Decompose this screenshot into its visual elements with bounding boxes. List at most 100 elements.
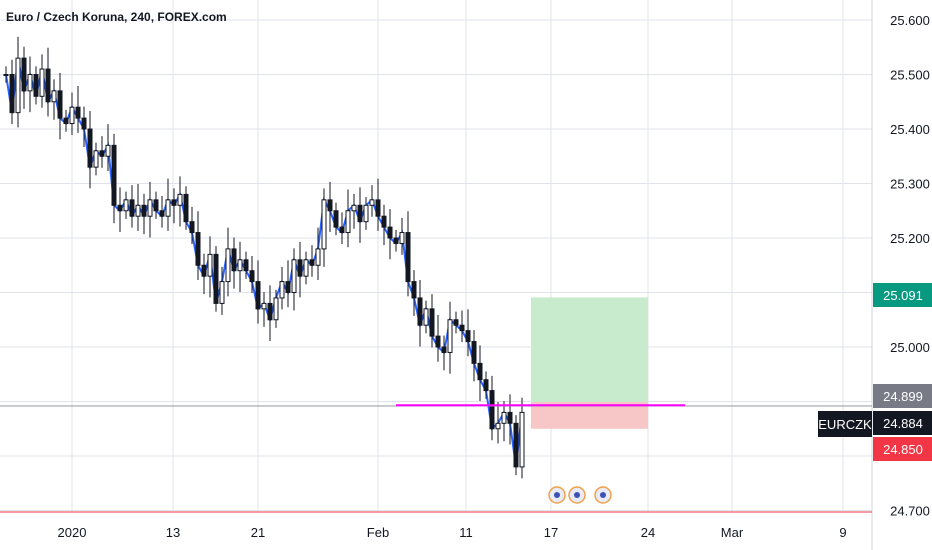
candle-body (279, 281, 285, 299)
candle-body (153, 199, 159, 212)
candle-body (57, 90, 63, 119)
candle-body (519, 411, 525, 468)
candle-body (417, 297, 423, 326)
candle-body (183, 193, 189, 223)
candle-body (135, 204, 141, 217)
candle-body (141, 204, 147, 217)
candle-body (51, 90, 57, 103)
x-tick-label: 11 (459, 525, 473, 540)
candle-body (495, 422, 501, 430)
candle-body (219, 281, 225, 304)
event-icon-dot (554, 492, 560, 498)
candle-body (93, 150, 99, 168)
candle-body (387, 226, 393, 239)
candle-body (117, 204, 123, 212)
candle-body (483, 379, 489, 392)
y-tick-label: 25.600 (890, 13, 930, 28)
candle-body (291, 259, 297, 293)
candle-body (351, 204, 357, 212)
x-tick-label: 21 (251, 525, 265, 540)
candle-body (177, 193, 183, 206)
candle-body (471, 341, 477, 364)
candle-body (441, 346, 447, 353)
candle-body (243, 259, 249, 272)
candle-body (189, 221, 195, 234)
price-label-text: 24.884 (883, 416, 923, 431)
candle-body (45, 68, 51, 103)
candle-body (207, 253, 213, 277)
candle-body (21, 57, 27, 92)
candle-body (111, 144, 117, 206)
candle-body (321, 199, 327, 250)
chart-title: Euro / Czech Koruna, 240, FOREX.com (6, 10, 227, 24)
price-label-text: 24.850 (883, 442, 923, 457)
x-tick-label: 17 (544, 525, 558, 540)
candle-body (15, 57, 21, 114)
candle-body (309, 259, 315, 266)
candle-body (435, 335, 441, 348)
candle-body (147, 199, 153, 217)
candle-body (423, 308, 429, 326)
candle-body (393, 237, 399, 244)
candle-body (75, 106, 81, 119)
candle-body (249, 270, 255, 283)
candle-body (429, 308, 435, 337)
candle-body (285, 281, 291, 294)
candle-body (9, 74, 15, 114)
candle-body (315, 248, 321, 266)
candle-body (33, 74, 39, 97)
price-label-badge (873, 437, 932, 461)
x-tick-label: 13 (166, 525, 180, 540)
symbol-tag-label: EURCZK (818, 417, 872, 432)
candle-body (69, 106, 75, 125)
candle-body (261, 302, 267, 310)
candle-body (201, 264, 207, 277)
candle-body (465, 330, 471, 343)
symbol-tag (818, 411, 872, 437)
candle-body (375, 199, 381, 217)
candle-body (87, 128, 93, 168)
x-tick-label: 2020 (58, 525, 87, 540)
x-tick-label: Feb (367, 525, 389, 540)
candle-body (489, 390, 495, 430)
price-label-badge (873, 384, 932, 408)
candle-body (237, 259, 243, 272)
candle-body (297, 259, 303, 277)
candle-body (369, 199, 375, 206)
candle-body (231, 248, 237, 272)
y-tick-label: 25.300 (890, 177, 930, 192)
candle-body (381, 215, 387, 228)
take-profit-zone (531, 297, 648, 403)
candle-body (171, 199, 177, 206)
y-tick-label: 25.400 (890, 122, 930, 137)
candle-body (333, 210, 339, 228)
candle-body (99, 150, 105, 157)
candle-body (477, 362, 483, 381)
candle-body (195, 232, 201, 266)
price-label-text: 25.091 (883, 288, 923, 303)
y-tick-label: 25.500 (890, 68, 930, 83)
candle-body (63, 117, 69, 125)
candle-body (453, 319, 459, 326)
candle-body (39, 68, 45, 97)
candle-body (399, 232, 405, 244)
candle-body (255, 281, 261, 310)
y-tick-label: 24.700 (890, 504, 930, 519)
candle-body (501, 411, 507, 424)
y-tick-label: 25.200 (890, 231, 930, 246)
candle-body (159, 210, 165, 217)
x-tick-label: 9 (839, 525, 846, 540)
event-icon-dot (600, 492, 606, 498)
candle-body (81, 117, 87, 130)
candle-body (267, 302, 273, 321)
candle-body (27, 74, 33, 92)
candle-body (513, 422, 519, 468)
candle-body (303, 259, 309, 277)
candle-body (339, 226, 345, 234)
price-label-badge (873, 411, 932, 435)
candle-body (327, 199, 333, 212)
x-tick-label: 24 (641, 525, 655, 540)
candle-body (447, 319, 453, 353)
candle-body (459, 324, 465, 332)
candle-body (3, 74, 9, 76)
